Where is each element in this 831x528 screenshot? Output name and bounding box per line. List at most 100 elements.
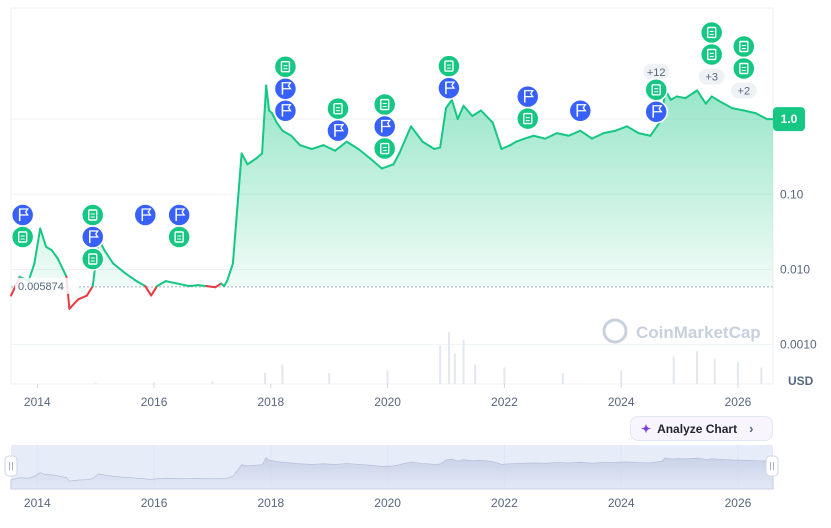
flag-event-marker[interactable] <box>80 225 105 249</box>
flag-icon <box>281 82 292 90</box>
price-line-segment <box>433 146 442 151</box>
news-event-marker[interactable] <box>326 96 350 121</box>
x-tick-label: 2014 <box>24 395 51 409</box>
flag-event-marker[interactable] <box>167 203 191 227</box>
news-marker-circle[interactable] <box>167 225 191 249</box>
navigator-right-handle-body[interactable] <box>765 455 779 477</box>
flag-icon <box>381 119 391 128</box>
price-line-segment <box>421 140 436 151</box>
news-marker-circle[interactable] <box>699 42 724 67</box>
price-line-segment <box>380 163 395 170</box>
price-line-segment <box>439 107 448 149</box>
flag-event-marker[interactable] <box>437 76 461 100</box>
news-marker-circle[interactable] <box>699 20 724 45</box>
volume-bar <box>561 373 564 384</box>
price-line-segment <box>445 98 453 110</box>
news-marker-circle[interactable] <box>437 54 461 78</box>
event-count-badge[interactable]: +2 <box>730 82 757 99</box>
x-axis: 2014 2016 2018 2020 2022 2024 2026 <box>24 384 752 409</box>
flag-icon <box>652 105 663 113</box>
flag-event-marker[interactable] <box>273 98 298 123</box>
volume-bar <box>696 351 699 384</box>
news-event-marker[interactable] <box>516 106 540 131</box>
price-line-segment <box>271 112 278 124</box>
event-markers[interactable]: +12 +3 +2 <box>10 20 757 271</box>
news-marker-circle[interactable] <box>732 34 756 59</box>
volume-bar <box>439 345 442 384</box>
news-event-marker[interactable] <box>732 56 756 81</box>
watermark-text: CoinMarketCap <box>636 323 761 342</box>
navigator-left-handle-body[interactable] <box>4 455 18 477</box>
news-marker-circle[interactable] <box>326 96 350 121</box>
price-line-segment <box>500 144 512 151</box>
range-navigator[interactable]: 2014 2016 2018 2020 2022 2024 2026 <box>4 445 779 510</box>
analyze-chart-button[interactable]: ✦ Analyze Chart › <box>630 416 773 441</box>
navigator-right-handle[interactable] <box>765 455 779 477</box>
news-event-marker[interactable] <box>699 42 724 67</box>
volume-bar <box>94 382 97 384</box>
baseline-label-bg <box>15 277 77 294</box>
price-line-segment <box>480 109 494 124</box>
news-marker-circle[interactable] <box>372 136 397 161</box>
news-event-marker[interactable] <box>273 54 298 79</box>
price-line-segment <box>39 227 48 248</box>
price-line-segment <box>123 271 138 283</box>
document-icon <box>444 60 454 72</box>
volume-bar <box>328 373 331 384</box>
event-count-badge[interactable]: +12 <box>643 63 670 80</box>
flag-icon <box>445 81 456 89</box>
news-event-marker[interactable] <box>167 225 191 249</box>
price-line-segment <box>719 100 734 110</box>
navigator-x-tick-label: 2026 <box>725 496 752 510</box>
navigator-selection <box>11 445 773 489</box>
price-line-segment <box>471 109 483 117</box>
badge-background <box>698 68 725 85</box>
price-line-segment <box>754 112 769 121</box>
price-line-segment <box>290 134 302 147</box>
news-event-marker[interactable] <box>80 203 105 227</box>
x-tick-label: 2016 <box>141 395 168 409</box>
unit-label: USD <box>788 374 814 388</box>
price-line-segment <box>112 262 126 274</box>
news-marker-circle[interactable] <box>516 106 540 131</box>
flag-event-marker[interactable] <box>133 203 158 227</box>
news-marker-circle[interactable] <box>10 225 35 249</box>
flag-event-marker[interactable] <box>568 98 593 123</box>
x-tick-label: 2018 <box>257 395 284 409</box>
flag-event-marker[interactable] <box>372 114 397 139</box>
navigator-left-handle[interactable] <box>4 455 18 477</box>
price-line-segment <box>555 132 570 137</box>
news-event-marker[interactable] <box>699 20 724 45</box>
news-marker-circle[interactable] <box>644 78 668 102</box>
news-event-marker[interactable] <box>644 78 668 102</box>
news-marker-circle[interactable] <box>372 92 397 117</box>
flag-event-marker[interactable] <box>516 84 540 109</box>
flag-event-marker[interactable] <box>644 100 668 124</box>
news-marker-circle[interactable] <box>273 54 298 79</box>
price-line-segment <box>45 245 53 252</box>
price-line-segment <box>462 104 474 117</box>
price-line-segment <box>626 125 640 135</box>
current-price-box <box>773 107 805 132</box>
event-count-badge[interactable]: +3 <box>698 68 725 85</box>
price-line-segment <box>275 121 284 132</box>
flag-icon <box>524 89 534 98</box>
flag-event-marker[interactable] <box>10 203 35 227</box>
news-marker-circle[interactable] <box>80 203 105 227</box>
news-event-marker[interactable] <box>10 225 35 249</box>
volume-bar <box>386 370 389 384</box>
news-event-marker[interactable] <box>732 34 756 59</box>
price-line-segment <box>523 134 535 140</box>
price-line-segment <box>398 125 412 155</box>
flag-icon <box>175 208 186 216</box>
flag-event-marker[interactable] <box>326 118 350 143</box>
flag-event-marker[interactable] <box>273 76 298 101</box>
news-marker-circle[interactable] <box>80 247 105 271</box>
y-axis: 1.0 0.10 0.010 0.0010 <box>780 112 817 352</box>
news-marker-circle[interactable] <box>732 56 756 81</box>
news-event-marker[interactable] <box>372 136 397 161</box>
news-event-marker[interactable] <box>437 54 461 78</box>
news-event-marker[interactable] <box>372 92 397 117</box>
news-event-marker[interactable] <box>80 247 105 271</box>
